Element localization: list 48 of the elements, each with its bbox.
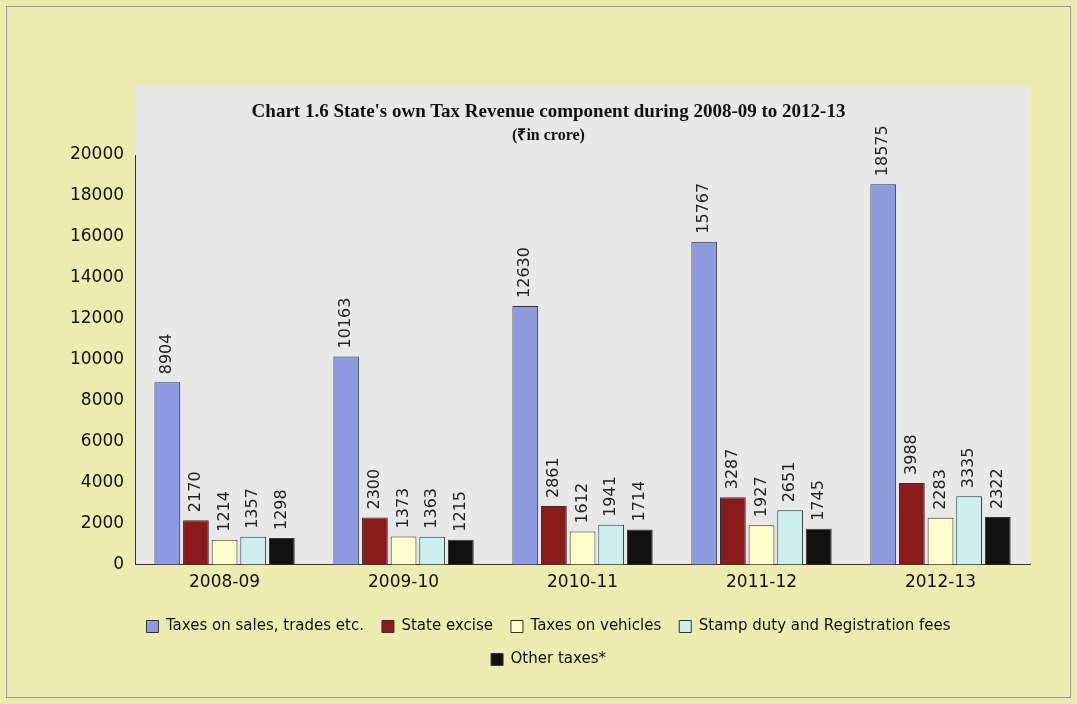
data-label: 2861: [543, 457, 563, 499]
data-label: 8904: [156, 333, 176, 375]
legend-label: Taxes on sales, trades etc.: [164, 616, 364, 635]
data-label: 2283: [929, 469, 949, 510]
data-label: 3287: [722, 448, 742, 490]
data-label: 2170: [185, 471, 205, 513]
y-tick-label: 8000: [80, 389, 125, 410]
y-tick-label: 12000: [69, 307, 125, 328]
data-label: 1941: [600, 476, 620, 517]
data-label: 18575: [872, 125, 892, 177]
data-label: 1714: [628, 480, 648, 522]
x-tick-label: 2011-12: [726, 571, 798, 592]
y-tick-label: 16000: [69, 225, 125, 246]
legend-label: Other taxes*: [510, 649, 607, 668]
data-label: 1927: [750, 476, 770, 518]
data-label: 10163: [335, 297, 355, 349]
data-label: 2322: [986, 468, 1006, 510]
y-tick-label: 14000: [69, 266, 125, 287]
x-tick-label: 2010-11: [547, 571, 619, 592]
data-label: 1298: [271, 489, 290, 531]
data-label: 3335: [958, 447, 978, 489]
chart-title: Chart 1.6 State's own Tax Revenue component during 2008-09 to 2012-13: [251, 100, 846, 122]
x-tick-label: 2012-13: [904, 571, 977, 592]
legend-label: State excise: [401, 616, 493, 635]
data-label: 1215: [449, 491, 469, 532]
y-tick-label: 10000: [69, 348, 125, 369]
y-tick-label: 20000: [69, 143, 125, 164]
data-label: 1214: [213, 491, 233, 532]
y-tick-label: 6000: [80, 430, 125, 451]
y-tick-label: 4000: [80, 471, 125, 492]
y-tick-label: 0: [113, 553, 125, 574]
legend-label: Taxes on vehicles: [529, 616, 662, 635]
x-tick-label: 2009-10: [368, 571, 440, 592]
legend-label: Stamp duty and Registration fees: [698, 616, 951, 635]
data-label: 1357: [242, 488, 262, 529]
data-label: 1612: [571, 482, 591, 524]
x-tick-label: 2008-09: [189, 571, 261, 592]
y-tick-label: 18000: [69, 184, 125, 205]
data-label: 1363: [421, 487, 441, 529]
data-label: 3988: [901, 434, 921, 475]
data-label: 2651: [779, 461, 799, 503]
data-label: 12630: [514, 247, 534, 298]
data-label: 1373: [392, 487, 412, 529]
data-label: 15767: [693, 182, 713, 234]
y-tick-label: 2000: [80, 512, 125, 533]
data-label: 2300: [364, 468, 384, 510]
data-label: 1745: [807, 480, 827, 521]
chart-subtitle: (₹in crore): [512, 125, 585, 144]
